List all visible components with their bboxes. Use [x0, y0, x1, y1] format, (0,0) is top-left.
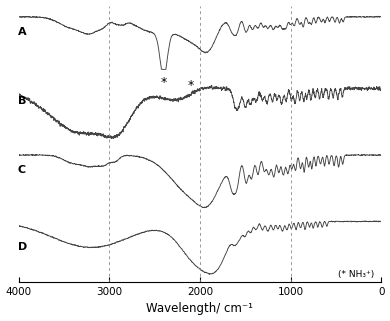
- Text: A: A: [18, 27, 27, 37]
- Text: B: B: [18, 96, 26, 106]
- Text: *: *: [161, 76, 167, 89]
- Text: D: D: [18, 242, 27, 253]
- X-axis label: Wavelength/ cm⁻¹: Wavelength/ cm⁻¹: [146, 302, 254, 316]
- Text: C: C: [18, 165, 26, 175]
- Text: (* NH₃⁺): (* NH₃⁺): [338, 270, 374, 279]
- Text: *: *: [188, 79, 194, 92]
